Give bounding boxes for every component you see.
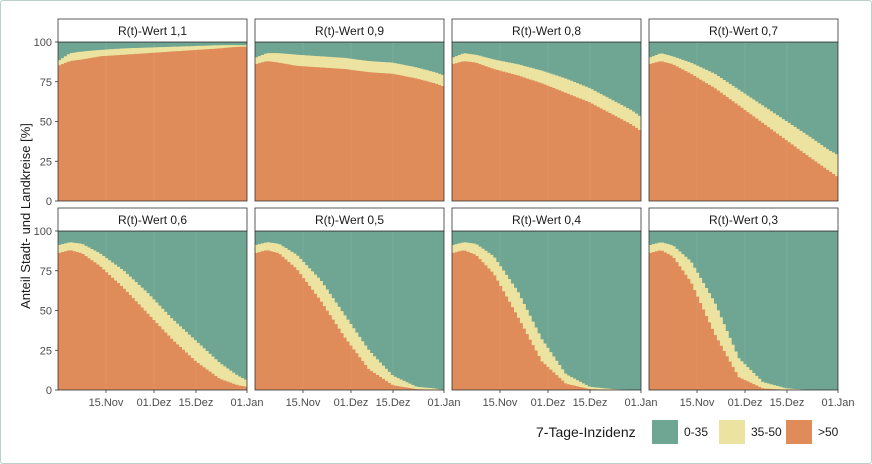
y-tick-label-r2-3: 75 [40,266,52,278]
y-tick-label-r1-2: 50 [40,117,52,129]
y-tick-label-r2-1: 25 [40,345,52,357]
panel-5-area-gt50 [58,250,247,390]
x-tick-label-c1-1: 01.Dez [137,397,172,409]
x-tick-label-c2-1: 01.Dez [334,397,369,409]
legend: 7-Tage-Inzidenz 0-35 35-50 >50 [536,420,839,444]
legend-label-0-35: 0-35 [684,425,708,439]
y-tick-label-r2-2: 50 [40,306,52,318]
panel-3: R(t)-Wert 0,8 [451,18,642,202]
panel-7-strip-title: R(t)-Wert 0,4 [512,213,581,227]
panel-2: R(t)-Wert 0,9 [254,18,445,202]
y-axis-title: Anteil Stadt- und Landkreise [%] [18,123,33,309]
panel-6-area-gt50 [255,250,444,390]
x-tick-label-c1-2: 15.Dez [179,397,214,409]
y-axes-group: 0 25 50 75 100 0 25 50 75 100 [34,37,58,397]
legend-label-35-50: 35-50 [751,425,782,439]
y-tick-label-r1-3: 75 [40,77,52,89]
x-tick-label-c2-2: 15.Dez [376,397,411,409]
x-tick-label-c4-2: 15.Dez [770,397,805,409]
x-tick-label-c2-0: 15.Nov [286,397,321,409]
panel-6-strip-title: R(t)-Wert 0,5 [315,213,384,227]
panel-8-area-gt50 [649,250,838,390]
x-tick-label-c3-2: 15.Dez [573,397,608,409]
x-tick-label-c1-3: 01.Jan [230,397,263,409]
panel-8-strip [648,207,839,232]
legend-swatch-0-35 [652,420,678,444]
panel-1-strip [57,18,248,43]
x-tick-label-c3-0: 15.Nov [483,397,518,409]
panel-3-strip-title: R(t)-Wert 0,8 [512,24,581,38]
panel-8: R(t)-Wert 0,3 [648,207,839,391]
legend-swatch-gt50 [786,420,812,444]
x-axes-group: 15.Nov 01.Dez 15.Dez 01.Jan 15.Nov 01.Dez 15.D… [89,390,855,409]
y-tick-label-r2-0: 0 [46,385,52,397]
y-tick-label-r1-1: 25 [40,156,52,168]
x-tick-label-c3-3: 01.Jan [624,397,657,409]
panel-4-strip [648,18,839,43]
panel-1-strip-title: R(t)-Wert 1,1 [118,24,187,38]
panel-1: R(t)-Wert 1,1 [57,18,248,202]
panel-3-strip [451,18,642,43]
x-tick-label-c4-0: 15.Nov [680,397,715,409]
panel-5: R(t)-Wert 0,6 [57,207,248,391]
panel-4-area-gt50 [649,61,838,201]
panel-6-strip [254,207,445,232]
legend-swatch-35-50 [719,420,745,444]
panel-2-strip [254,18,445,43]
y-tick-label-r1-4: 100 [34,37,52,49]
panel-4-strip-title: R(t)-Wert 0,7 [709,24,778,38]
panel-8-strip-title: R(t)-Wert 0,3 [709,213,778,227]
panel-3-area-gt50 [452,61,641,201]
x-tick-label-c2-3: 01.Jan [427,397,460,409]
panels-group: R(t)-Wert 1,1 R(t)-Wert 0,9 R(t)-Wert 0,8 R… [57,18,839,391]
panel-1-area-gt50 [58,46,247,201]
x-tick-label-c4-3: 01.Jan [821,397,854,409]
panel-2-area-gt50 [255,61,444,201]
panel-7-area-gt50 [452,250,641,390]
panel-4: R(t)-Wert 0,7 [648,18,839,202]
y-tick-label-r2-4: 100 [34,226,52,238]
panel-2-strip-title: R(t)-Wert 0,9 [315,24,384,38]
panel-7: R(t)-Wert 0,4 [451,207,642,391]
legend-label-gt50: >50 [818,425,839,439]
x-tick-label-c1-0: 15.Nov [89,397,124,409]
panel-7-strip [451,207,642,232]
panel-5-strip-title: R(t)-Wert 0,6 [118,213,187,227]
panel-6: R(t)-Wert 0,5 [254,207,445,391]
panel-5-strip [57,207,248,232]
legend-title: 7-Tage-Inzidenz [536,424,636,440]
y-tick-label-r1-0: 0 [46,196,52,208]
x-tick-label-c4-1: 01.Dez [728,397,763,409]
x-tick-label-c3-1: 01.Dez [531,397,566,409]
